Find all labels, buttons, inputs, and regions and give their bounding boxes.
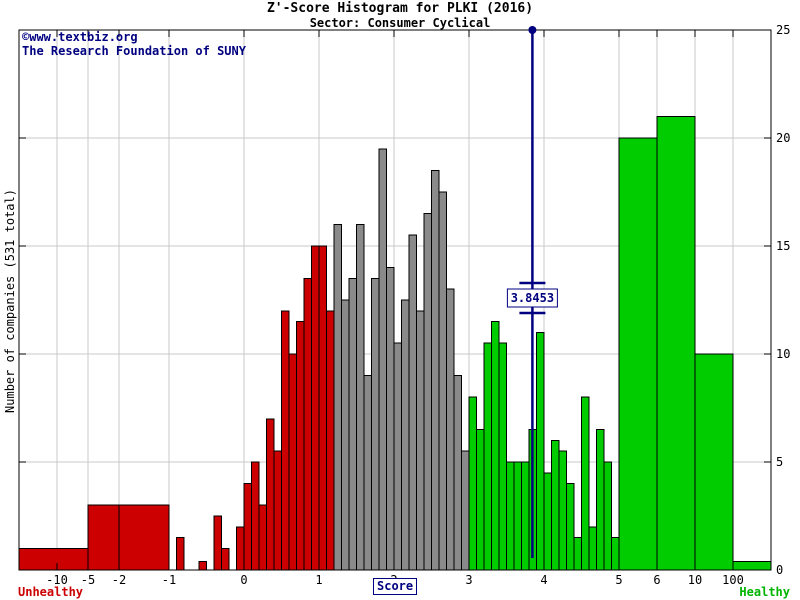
- unhealthy-zone-label: Unhealthy: [18, 585, 84, 599]
- histogram-bar: [348, 277, 357, 571]
- histogram-bar: [416, 310, 425, 571]
- y-axis-label: Number of companies (531 total): [3, 189, 17, 413]
- x-axis-label: Score: [373, 578, 418, 595]
- histogram-bar: [296, 321, 305, 571]
- x-tick-label: 100: [722, 573, 744, 587]
- histogram-bar: [87, 504, 120, 571]
- chart-subtitle: Sector: Consumer Cyclical: [309, 16, 491, 30]
- histogram-bar: [288, 353, 297, 571]
- x-tick-label: -10: [46, 573, 68, 587]
- histogram-bar: [266, 418, 275, 571]
- histogram-bar: [656, 115, 696, 571]
- histogram-bar: [483, 342, 492, 571]
- histogram-bar: [356, 223, 365, 571]
- watermark-org: The Research Foundation of SUNY: [22, 44, 246, 58]
- y-tick-label: 20: [776, 131, 790, 145]
- marker-top-dot: [528, 26, 537, 34]
- histogram-bar: [588, 526, 597, 571]
- histogram-bar: [273, 450, 282, 571]
- histogram-bar: [694, 353, 734, 571]
- histogram-bar: [401, 299, 410, 571]
- histogram-bar: [521, 461, 530, 571]
- histogram-bar: [251, 461, 260, 571]
- histogram-bar: [461, 450, 470, 571]
- histogram-bar: [603, 461, 612, 571]
- histogram-bar: [596, 429, 605, 571]
- x-tick-label: 3: [465, 573, 472, 587]
- histogram-bar: [566, 483, 575, 571]
- chart-title: Z'-Score Histogram for PLKI (2016): [266, 1, 534, 16]
- histogram-bar: [258, 504, 267, 571]
- x-tick-label: -1: [162, 573, 176, 587]
- y-tick-label: 10: [776, 347, 790, 361]
- histogram-bar: [213, 515, 222, 571]
- histogram-bar: [393, 342, 402, 571]
- histogram-bar: [371, 277, 380, 571]
- histogram-bar: [573, 537, 582, 571]
- histogram-bar: [618, 137, 658, 571]
- histogram-bar: [431, 169, 440, 571]
- histogram-bar: [281, 310, 290, 571]
- plot-border: [18, 29, 772, 571]
- histogram-bar: [303, 277, 312, 571]
- histogram-bar: [732, 560, 772, 571]
- histogram-bar: [476, 429, 485, 571]
- x-tick-label: 10: [688, 573, 702, 587]
- histogram-bar: [363, 375, 372, 571]
- x-tick-label: 6: [653, 573, 660, 587]
- histogram-bar: [236, 526, 245, 571]
- histogram-bar: [198, 560, 207, 571]
- histogram-bar: [491, 321, 500, 571]
- histogram-bar: [311, 245, 320, 571]
- watermark-url: ©www.textbiz.org: [22, 30, 138, 44]
- histogram-bar: [243, 483, 252, 571]
- histogram-bar: [611, 537, 620, 571]
- histogram-bar: [423, 213, 432, 571]
- histogram-bar: [551, 439, 560, 571]
- histogram-bar: [318, 245, 327, 571]
- x-tick-label: 0: [240, 573, 247, 587]
- x-tick-label: 1: [315, 573, 322, 587]
- marker-value-label: 3.8453: [511, 291, 554, 305]
- marker-value-box: [506, 288, 558, 308]
- histogram-bar: [543, 472, 552, 571]
- histogram-bar: [176, 537, 185, 571]
- histogram-bar: [326, 310, 335, 571]
- histogram-bar: [498, 342, 507, 571]
- healthy-zone-label: Healthy: [739, 585, 790, 599]
- histogram-bar: [513, 461, 522, 571]
- histogram-bar: [446, 288, 455, 571]
- y-tick-label: 0: [776, 563, 783, 577]
- histogram-bar: [581, 396, 590, 571]
- x-tick-label: -5: [81, 573, 95, 587]
- y-tick-label: 25: [776, 23, 790, 37]
- x-tick-label: 5: [615, 573, 622, 587]
- histogram-bar: [118, 504, 170, 571]
- histogram-bar: [18, 547, 89, 571]
- histogram-bar: [341, 299, 350, 571]
- histogram-bar: [333, 223, 342, 571]
- y-tick-label: 5: [776, 455, 783, 469]
- histogram-bar: [558, 450, 567, 571]
- histogram-bar: [536, 331, 545, 571]
- histogram-bar: [453, 375, 462, 571]
- histogram-bar: [408, 234, 417, 571]
- histogram-bar: [221, 547, 230, 571]
- x-tick-label: 4: [540, 573, 547, 587]
- histogram-bar: [386, 267, 395, 571]
- histogram-bar: [506, 461, 515, 571]
- x-tick-label: -2: [112, 573, 126, 587]
- histogram-bar: [468, 396, 477, 571]
- histogram-bar: [438, 191, 447, 571]
- histogram-bar: [378, 148, 387, 571]
- y-tick-label: 15: [776, 239, 790, 253]
